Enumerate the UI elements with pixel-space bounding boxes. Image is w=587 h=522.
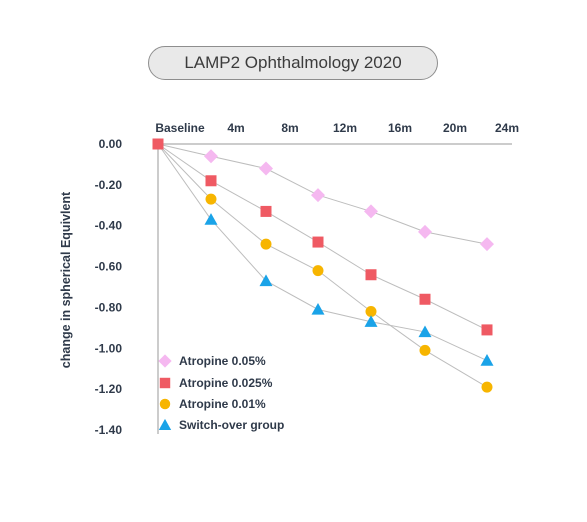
legend-marker xyxy=(158,418,172,430)
data-point xyxy=(260,238,272,250)
data-point xyxy=(419,344,431,356)
data-point xyxy=(481,324,493,336)
data-point xyxy=(365,269,377,281)
data-point xyxy=(480,237,494,252)
x-tick-label: 12m xyxy=(333,121,357,135)
legend-marker xyxy=(159,398,171,410)
data-point xyxy=(365,306,377,318)
data-point xyxy=(259,274,273,287)
y-tick-label: -1.20 xyxy=(95,382,123,396)
data-point xyxy=(204,149,218,164)
legend-marker xyxy=(158,354,172,368)
data-point xyxy=(260,205,272,217)
data-point xyxy=(364,204,378,219)
data-point xyxy=(311,302,325,315)
data-point xyxy=(418,325,432,338)
axes: Baseline 4m 8m 12m 16m 20m 24m 0.00 -0.20 -0.40 -0… xyxy=(95,121,519,437)
data-point xyxy=(311,188,325,203)
data-point xyxy=(205,193,217,205)
data-point xyxy=(419,293,431,305)
data-point xyxy=(204,213,218,225)
y-tick-label: -0.80 xyxy=(95,300,123,314)
data-point xyxy=(312,236,324,248)
legend-label: Atropine 0.01% xyxy=(179,397,266,411)
data-point xyxy=(481,381,493,393)
legend-label: Atropine 0.025% xyxy=(179,376,273,390)
legend-label: Switch-over group xyxy=(179,418,284,432)
y-tick-label: -0.40 xyxy=(95,219,123,233)
y-tick-label: -0.20 xyxy=(95,178,123,192)
legend: Atropine 0.05% Atropine 0.025% Atropine 0.… xyxy=(158,354,284,432)
data-point xyxy=(259,161,273,176)
y-axis-label: change in spherical Equivlent xyxy=(59,191,73,368)
data-point xyxy=(364,315,378,327)
y-tick-label: 0.00 xyxy=(99,137,123,151)
legend-marker xyxy=(159,377,171,389)
x-tick-label: 20m xyxy=(443,121,467,135)
y-tick-label: -1.00 xyxy=(95,341,123,355)
data-point xyxy=(312,265,324,277)
x-tick-label: 8m xyxy=(281,121,298,135)
y-tick-label: -1.40 xyxy=(95,423,123,437)
baseline-point xyxy=(152,138,164,150)
data-point xyxy=(418,224,432,239)
series-markers xyxy=(152,138,494,393)
y-tick-label: -0.60 xyxy=(95,260,123,274)
data-point xyxy=(205,175,217,187)
chart-title: LAMP2 Ophthalmology 2020 xyxy=(148,46,438,80)
data-point xyxy=(480,354,494,366)
x-tick-label: 16m xyxy=(388,121,412,135)
x-tick-label: Baseline xyxy=(155,121,205,135)
x-tick-label: 24m xyxy=(495,121,519,135)
legend-label: Atropine 0.05% xyxy=(179,354,266,368)
x-tick-label: 4m xyxy=(227,121,244,135)
